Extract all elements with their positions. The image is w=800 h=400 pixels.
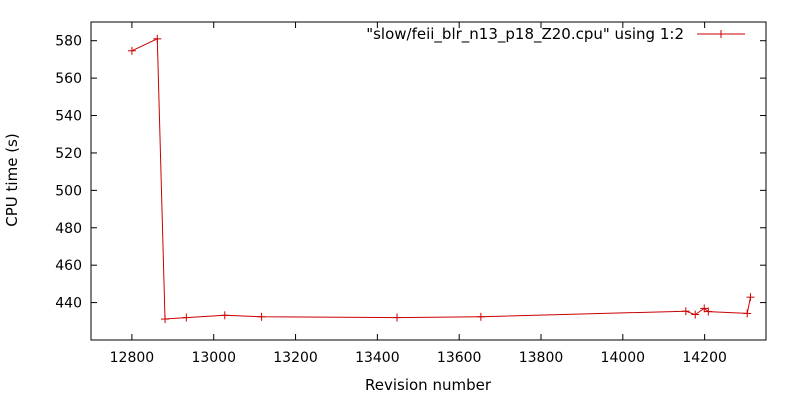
data-point-marker: [476, 312, 485, 321]
legend-label: "slow/feii_blr_n13_p18_Z20.cpu" using 1:…: [366, 25, 684, 44]
data-point-marker: [161, 315, 170, 324]
x-axis-label: Revision number: [365, 376, 492, 394]
y-tick-label: 460: [55, 258, 82, 274]
plot-frame: [90, 21, 767, 341]
legend: "slow/feii_blr_n13_p18_Z20.cpu" using 1:…: [366, 25, 745, 44]
y-tick-label: 580: [55, 34, 82, 50]
y-tick-label: 440: [55, 296, 82, 312]
x-tick-label: 14000: [601, 350, 646, 366]
y-tick-label: 520: [55, 146, 82, 162]
x-tick-label: 13000: [191, 350, 236, 366]
data-point-marker: [691, 310, 700, 319]
data-point-marker: [704, 307, 713, 316]
data-point-marker: [393, 313, 401, 322]
x-tick-label: 13200: [273, 350, 318, 366]
data-point-marker: [700, 304, 709, 313]
x-tick-label: 13400: [355, 350, 400, 366]
data-point-marker: [681, 307, 690, 316]
y-tick-label: 560: [55, 71, 82, 87]
y-axis-label: CPU time (s): [3, 133, 21, 226]
y-tick-label: 480: [55, 221, 82, 237]
series-layer: [127, 34, 755, 324]
x-tick-label: 13600: [437, 350, 482, 366]
data-point-marker: [743, 309, 752, 318]
data-point-marker: [257, 312, 266, 321]
y-tick-label: 540: [55, 109, 82, 125]
data-point-marker: [182, 313, 191, 322]
x-tick-label: 12800: [110, 350, 155, 366]
y-axis-ticks: 440 460 480 500 520 540 560 580: [55, 34, 766, 312]
x-tick-label: 14200: [682, 350, 727, 366]
x-tick-label: 13800: [519, 350, 564, 366]
y-tick-label: 500: [55, 183, 82, 199]
data-point-marker: [220, 311, 229, 320]
series-line: [131, 38, 751, 320]
legend-marker: [717, 30, 725, 38]
data-point-marker: [153, 34, 162, 43]
x-axis-ticks: 12800 13000 13200 13400 13600 13800 14000 14200: [110, 22, 727, 366]
data-point-marker: [746, 293, 755, 302]
data-point-marker: [127, 46, 136, 55]
